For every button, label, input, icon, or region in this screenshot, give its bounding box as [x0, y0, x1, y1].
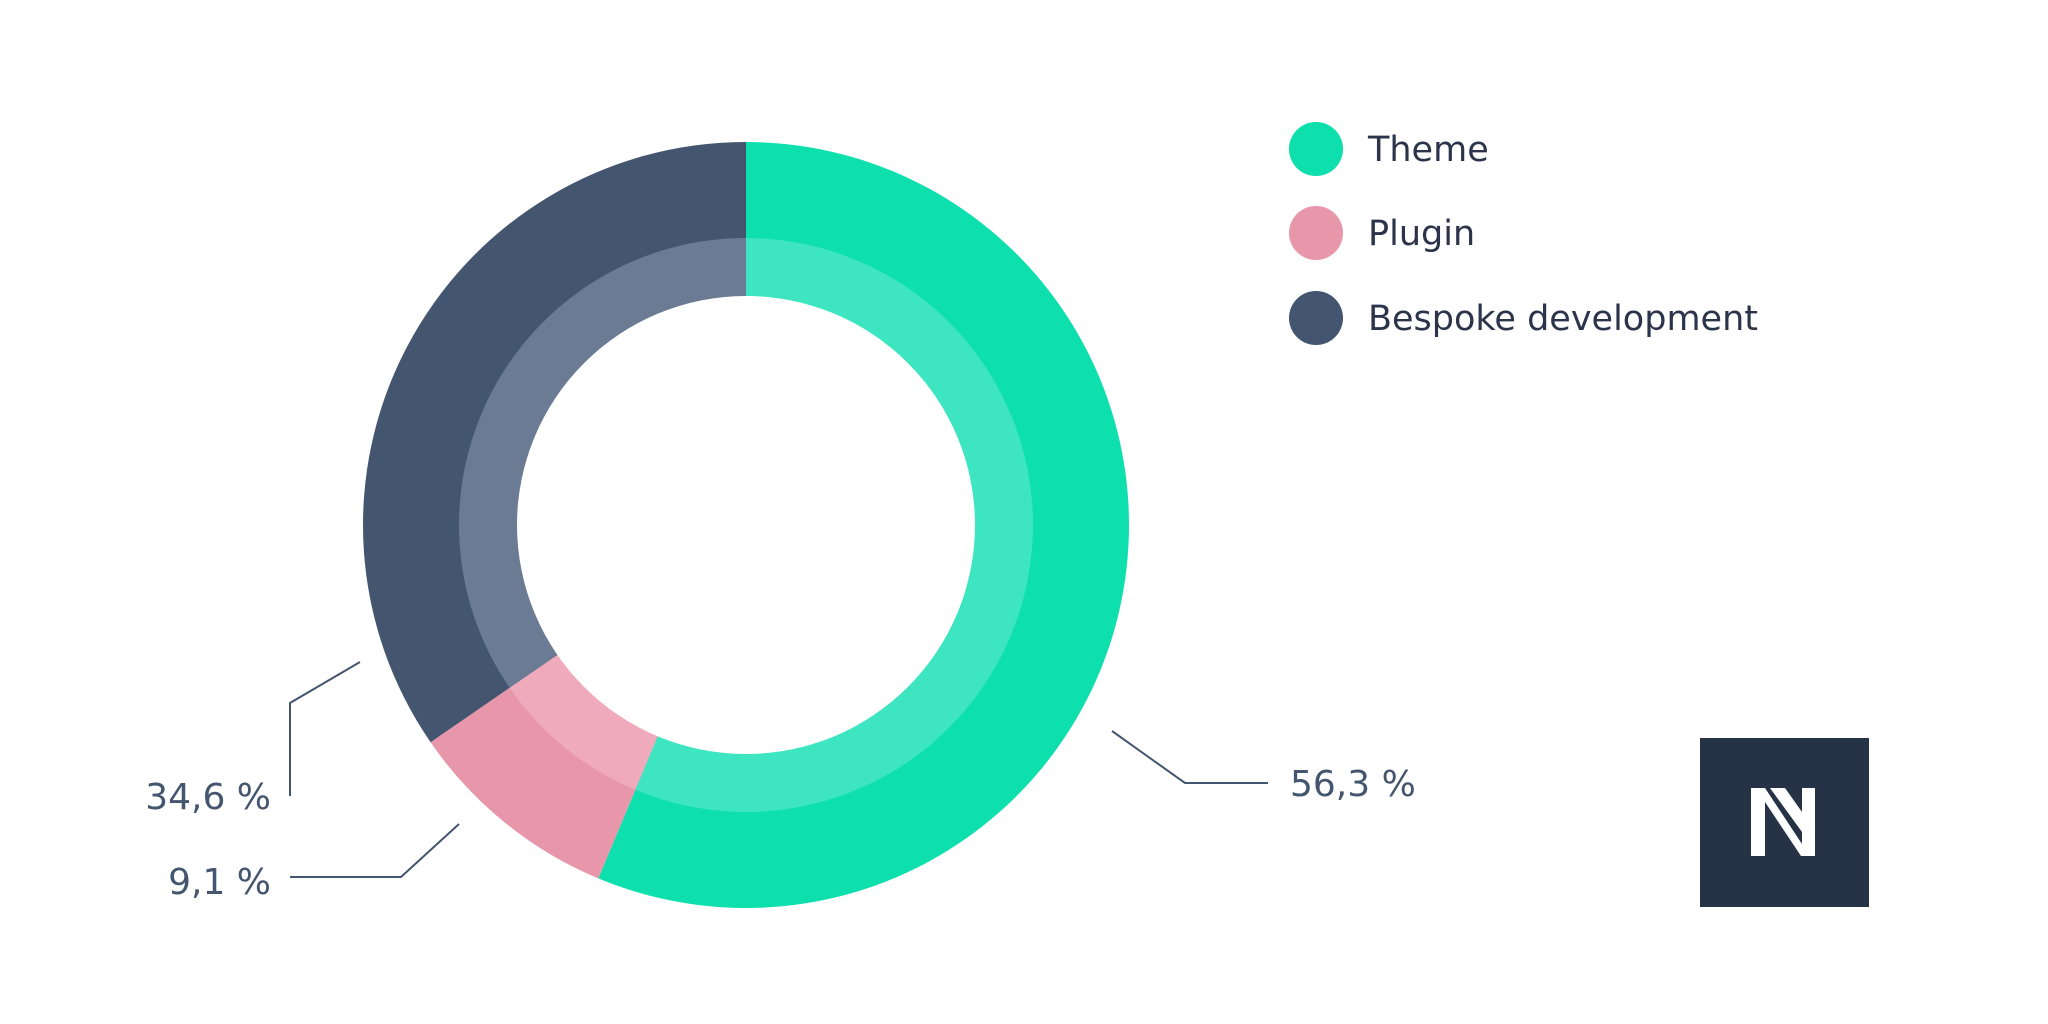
legend: Theme Plugin Bespoke development	[1289, 122, 1758, 345]
legend-label-bespoke: Bespoke development	[1368, 299, 1758, 339]
legend-item-bespoke: Bespoke development	[1289, 291, 1758, 345]
legend-swatch-plugin	[1289, 206, 1343, 260]
legend-item-plugin: Plugin	[1289, 206, 1475, 260]
data-label-plugin: 9,1 %	[168, 862, 271, 903]
leader-line-plugin	[290, 823, 460, 878]
data-label-theme: 56,3 %	[1290, 764, 1416, 805]
leader-line-theme	[1111, 730, 1268, 784]
leader-line-bespoke	[289, 661, 361, 796]
legend-label-theme: Theme	[1367, 130, 1489, 170]
brand-logo-icon	[1700, 738, 1869, 907]
legend-swatch-bespoke	[1289, 291, 1343, 345]
legend-swatch-theme	[1289, 122, 1343, 176]
data-label-bespoke: 34,6 %	[145, 777, 271, 818]
donut-hole	[517, 296, 975, 754]
legend-item-theme: Theme	[1289, 122, 1489, 176]
brand-logo-mark	[1751, 788, 1815, 856]
legend-label-plugin: Plugin	[1368, 214, 1475, 254]
